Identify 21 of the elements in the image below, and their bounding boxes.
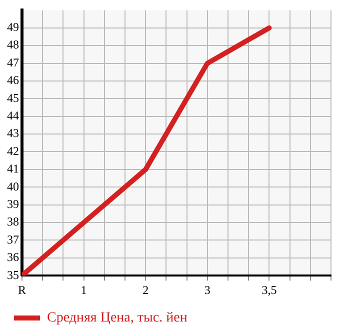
y-tick-label: 41 <box>7 162 19 176</box>
x-tick-label: 3,5 <box>262 282 277 297</box>
y-tick-label: 38 <box>7 214 19 229</box>
y-tick-label: 39 <box>7 196 19 211</box>
y-tick-label: 44 <box>7 108 19 123</box>
y-tick-label: 36 <box>7 250 19 264</box>
legend-label: Средняя Цена, тыс. йен <box>47 310 188 326</box>
y-tick-label: 37 <box>7 232 19 246</box>
y-tick-label: 47 <box>7 55 19 70</box>
y-tick-label: 43 <box>7 126 19 140</box>
x-tick-label: 3 <box>204 282 210 297</box>
y-tick-label: 49 <box>7 20 19 34</box>
y-tick-label: 40 <box>7 179 19 194</box>
y-tick-label: 45 <box>7 90 19 105</box>
x-tick-label: 1 <box>80 282 87 297</box>
y-tick-label: 35 <box>7 268 19 282</box>
y-tick-label: 48 <box>7 38 19 52</box>
y-tick-label: 42 <box>7 144 19 158</box>
x-tick-label: 2 <box>142 282 149 297</box>
x-tick-label: R <box>18 282 26 297</box>
y-tick-label: 46 <box>7 73 19 88</box>
